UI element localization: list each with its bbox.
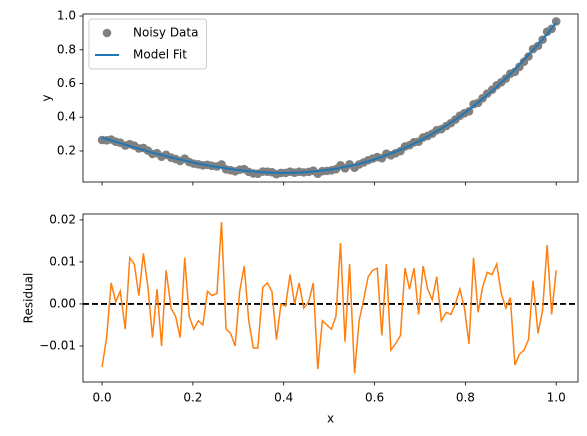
x-tick-label: 0.0 <box>93 391 112 405</box>
x-tick-label: 0.2 <box>183 391 202 405</box>
x-tick-label: 1.0 <box>547 391 566 405</box>
y-tick-label: −0.01 <box>39 338 76 352</box>
legend: Noisy Data Model Fit <box>88 18 207 70</box>
series-line <box>101 22 557 174</box>
legend-marker <box>102 28 112 38</box>
x-axis-label: x <box>327 412 334 426</box>
data-point <box>551 17 561 26</box>
x-tick-label: 0.4 <box>274 391 293 405</box>
legend-label: Noisy Data <box>133 26 198 40</box>
plot-area <box>83 221 578 374</box>
y-tick-label: 0.2 <box>57 143 76 157</box>
y-tick-label: 0.4 <box>57 110 76 124</box>
y-axis-label: y <box>39 94 53 101</box>
x-tick-label: 0.6 <box>365 391 384 405</box>
y-tick-label: 0.00 <box>49 296 76 310</box>
legend-label: Model Fit <box>133 48 187 62</box>
plot-area <box>97 17 561 179</box>
y-tick-label: 0.6 <box>57 76 76 90</box>
y-axis-label: Residual <box>22 273 36 324</box>
y-tick-label: 0.8 <box>57 42 76 56</box>
axes-frame <box>82 213 579 383</box>
legend-box <box>88 18 207 70</box>
series-line <box>101 221 557 374</box>
x-tick-label: 0.8 <box>456 391 475 405</box>
y-tick-label: 0.02 <box>49 212 76 226</box>
y-tick-label: 1.0 <box>57 9 76 23</box>
y-tick-label: 0.01 <box>49 254 76 268</box>
axes-frame <box>82 13 579 183</box>
